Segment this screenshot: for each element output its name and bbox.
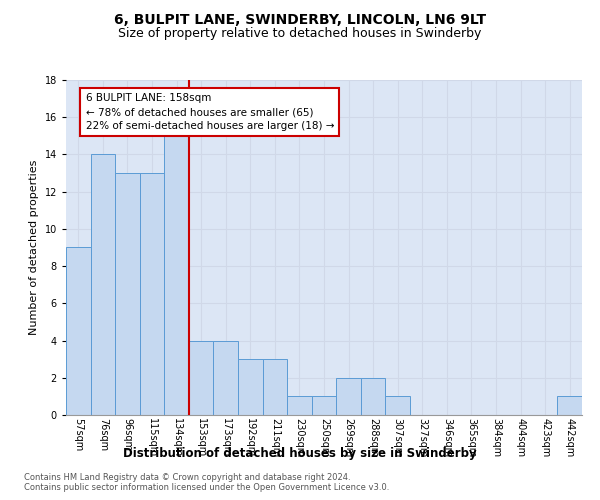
- Y-axis label: Number of detached properties: Number of detached properties: [29, 160, 39, 335]
- Text: Contains HM Land Registry data © Crown copyright and database right 2024.: Contains HM Land Registry data © Crown c…: [24, 472, 350, 482]
- Bar: [91, 154, 115, 415]
- Text: 6 BULPIT LANE: 158sqm
← 78% of detached houses are smaller (65)
22% of semi-deta: 6 BULPIT LANE: 158sqm ← 78% of detached …: [86, 93, 334, 131]
- Bar: [263, 359, 287, 415]
- Bar: [115, 173, 140, 415]
- Bar: [287, 396, 312, 415]
- Bar: [189, 340, 214, 415]
- Bar: [164, 136, 189, 415]
- Bar: [312, 396, 336, 415]
- Text: Distribution of detached houses by size in Swinderby: Distribution of detached houses by size …: [123, 448, 477, 460]
- Bar: [214, 340, 238, 415]
- Bar: [557, 396, 582, 415]
- Bar: [336, 378, 361, 415]
- Text: Size of property relative to detached houses in Swinderby: Size of property relative to detached ho…: [118, 28, 482, 40]
- Bar: [361, 378, 385, 415]
- Bar: [385, 396, 410, 415]
- Text: 6, BULPIT LANE, SWINDERBY, LINCOLN, LN6 9LT: 6, BULPIT LANE, SWINDERBY, LINCOLN, LN6 …: [114, 12, 486, 26]
- Bar: [238, 359, 263, 415]
- Bar: [66, 248, 91, 415]
- Bar: [140, 173, 164, 415]
- Text: Contains public sector information licensed under the Open Government Licence v3: Contains public sector information licen…: [24, 484, 389, 492]
